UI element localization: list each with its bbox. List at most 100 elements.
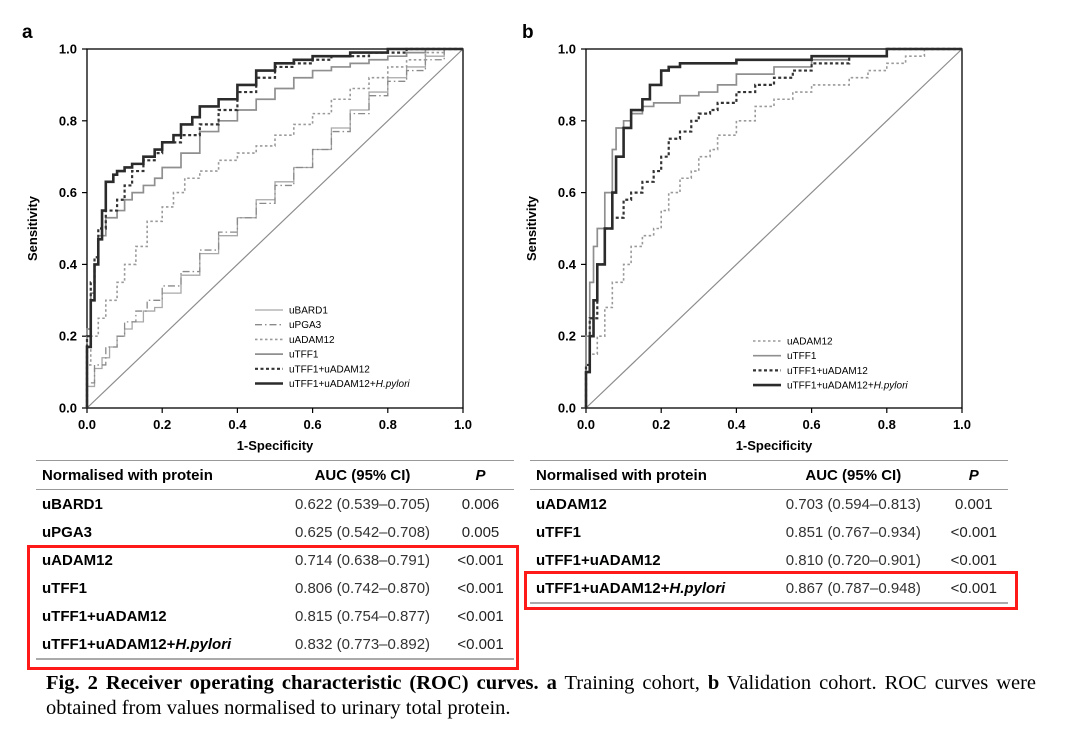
x-tick-label: 0.2 <box>652 417 670 432</box>
table-row: uTFF1+uADAM12 0.815 (0.754–0.877) <0.001 <box>36 602 514 630</box>
reference-diagonal <box>86 48 464 409</box>
p-value: <0.001 <box>457 579 504 597</box>
y-tick-label: 0.8 <box>558 113 576 128</box>
p-value: 0.001 <box>955 495 993 513</box>
table-row: uTFF1+uADAM12 0.810 (0.720–0.901) <0.001 <box>530 546 1008 574</box>
y-axis-label: Sensitivity <box>25 195 40 261</box>
x-tick-label: 0.8 <box>878 417 896 432</box>
auc-value: 0.806 (0.742–0.870) <box>294 579 431 597</box>
y-axis-label: Sensitivity <box>524 195 539 261</box>
legend-label: uTFF1+uADAM12 <box>787 366 868 377</box>
y-tick-label: 0.6 <box>59 185 77 200</box>
y-tick-label: 1.0 <box>558 42 576 57</box>
p-value: <0.001 <box>447 630 514 660</box>
table-row: uTFF1 0.851 (0.767–0.934) <0.001 <box>530 518 1008 546</box>
auc-value: 0.851 (0.767–0.934) <box>785 523 921 541</box>
table-row: uTFF1+uADAM12+H.pylori 0.867 (0.787–0.948… <box>530 574 1008 604</box>
auc-value: 0.867 (0.787–0.948) <box>767 574 940 604</box>
y-tick-label: 0.4 <box>558 257 577 272</box>
roc-curve-upga3 <box>86 48 463 408</box>
legend-label: uTFF1 <box>787 351 817 362</box>
y-tick-label: 0.6 <box>558 185 576 200</box>
table-row: uADAM12 0.714 (0.638–0.791) <0.001 <box>36 546 514 574</box>
legend-label: uADAM12 <box>787 337 833 348</box>
table-header-row: Normalised with protein AUC (95% CI) P <box>530 460 1008 490</box>
y-tick-label: 0.8 <box>59 113 77 128</box>
legend-label: uTFF1+uADAM12 <box>289 364 370 375</box>
p-value: <0.001 <box>950 551 997 569</box>
roc-curve-utff1-uadam12 <box>85 47 463 408</box>
column-header-p: P <box>939 460 1008 490</box>
table-row: uTFF1+uADAM12+H.pylori 0.832 (0.773–0.892… <box>36 630 514 660</box>
auc-table-validation: Normalised with protein AUC (95% CI) P u… <box>530 460 1008 604</box>
x-axis-label: 1-Specificity <box>736 438 813 453</box>
p-value: <0.001 <box>939 574 1008 604</box>
x-tick-label: 0.0 <box>577 417 595 432</box>
row-label: uTFF1+uADAM12+H.pylori <box>36 630 278 660</box>
table-header-row: Normalised with protein AUC (95% CI) P <box>36 460 514 490</box>
y-tick-label: 0.0 <box>558 401 576 416</box>
x-tick-label: 0.6 <box>304 417 322 432</box>
p-value: 0.006 <box>461 495 500 513</box>
p-value: <0.001 <box>950 523 997 541</box>
auc-table-training: Normalised with protein AUC (95% CI) P u… <box>36 460 514 660</box>
row-label: uADAM12 <box>536 495 607 513</box>
x-tick-label: 1.0 <box>953 417 971 432</box>
auc-value: 0.703 (0.594–0.813) <box>785 495 921 513</box>
x-axis-label: 1-Specificity <box>237 438 314 453</box>
row-label: uTFF1+uADAM12+H.pylori <box>530 574 767 604</box>
x-tick-label: 0.8 <box>379 417 397 432</box>
auc-value: 0.815 (0.754–0.877) <box>294 607 431 625</box>
y-tick-label: 0.2 <box>558 329 576 344</box>
roc-curve-uadam12 <box>585 48 962 408</box>
column-header-normalised: Normalised with protein <box>36 460 278 490</box>
row-label: uPGA3 <box>42 523 93 541</box>
legend-label: uADAM12 <box>289 335 335 346</box>
auc-value: 0.625 (0.542–0.708) <box>294 523 431 541</box>
x-tick-label: 0.6 <box>803 417 821 432</box>
legend-label: uBARD1 <box>289 306 328 317</box>
legend-label: uTFF1+uADAM12+H.pylori <box>787 381 908 392</box>
y-tick-label: 0.2 <box>59 329 77 344</box>
y-tick-label: 0.0 <box>59 401 77 416</box>
column-header-auc: AUC (95% CI) <box>278 460 448 490</box>
panel-letter-a: a <box>22 22 33 43</box>
roc-curve-utff1-uadam12-h-pylori <box>85 47 463 408</box>
column-header-p: P <box>447 460 514 490</box>
legend-label: uTFF1+uADAM12+H.pylori <box>289 379 410 390</box>
row-label: uADAM12 <box>42 551 113 569</box>
row-label: uTFF1+uADAM12 <box>536 551 661 569</box>
x-tick-label: 0.4 <box>727 417 746 432</box>
x-tick-label: 1.0 <box>454 417 472 432</box>
x-tick-label: 0.0 <box>78 417 96 432</box>
roc-chart-training: 0.00.0 0.2 0.2 0.4 0.4 0.6 0.6 0.8 0.8 1.0 1.0 1-Sp… <box>25 42 472 454</box>
x-tick-label: 0.4 <box>228 417 247 432</box>
auc-value: 0.714 (0.638–0.791) <box>294 551 431 569</box>
highlight-box-training <box>27 545 519 670</box>
highlight-box-validation <box>524 571 1018 610</box>
table-row: uPGA3 0.625 (0.542–0.708) 0.005 <box>36 518 514 546</box>
column-header-auc: AUC (95% CI) <box>767 460 940 490</box>
plot-frame <box>585 48 963 409</box>
p-value: <0.001 <box>457 607 504 625</box>
row-label: uBARD1 <box>42 495 103 513</box>
table-row: uADAM12 0.703 (0.594–0.813) 0.001 <box>530 490 1008 519</box>
row-label: uTFF1 <box>42 579 87 597</box>
row-label: uTFF1+uADAM12 <box>42 607 167 625</box>
plot-frame <box>86 48 464 409</box>
p-value: 0.005 <box>461 523 500 541</box>
panel-letter-b: b <box>522 22 534 43</box>
legend-label: uPGA3 <box>289 320 322 331</box>
x-tick-label: 0.2 <box>153 417 171 432</box>
roc-chart-validation: 0.00.0 0.2 0.2 0.4 0.4 0.6 0.6 0.8 0.8 1.0 1.0 1-Sp… <box>524 42 971 454</box>
roc-curve-ubard1 <box>86 48 463 408</box>
y-tick-label: 0.4 <box>59 257 78 272</box>
auc-value: 0.810 (0.720–0.901) <box>785 551 921 569</box>
figure-caption: Fig. 2 Receiver operating characteristic… <box>46 672 1037 719</box>
table-row: uBARD1 0.622 (0.539–0.705) 0.006 <box>36 490 514 519</box>
roc-curve-utff1-uadam12-h-pylori <box>584 47 962 408</box>
column-header-normalised: Normalised with protein <box>530 460 767 490</box>
table-row: uTFF1 0.806 (0.742–0.870) <0.001 <box>36 574 514 602</box>
reference-diagonal <box>585 48 963 409</box>
auc-value: 0.832 (0.773–0.892) <box>278 630 448 660</box>
